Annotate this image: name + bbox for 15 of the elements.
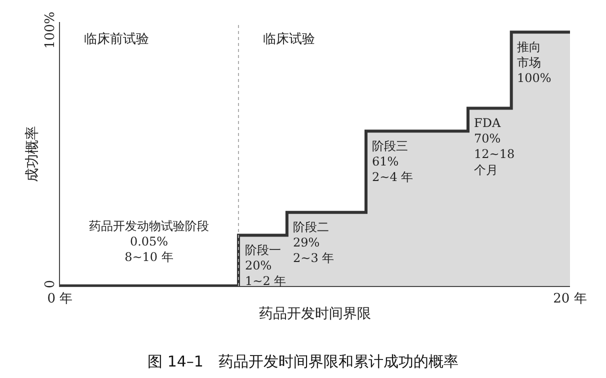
annotation: 阶段三 61% 2~4 年 (372, 139, 414, 184)
annotation: FDA 70% 12~18 个月 (474, 116, 515, 177)
annotation: 阶段一 20% 1~2 年 (245, 243, 286, 288)
ref-line-label: 临床试验 (263, 32, 315, 47)
y-tick-label: 0 (42, 280, 58, 288)
y-tick-label: 100% (42, 12, 58, 49)
x-tick-label: 0 年 (47, 292, 73, 307)
annotation: 推向市场 100% (517, 40, 552, 86)
annotation: 临床前试验 (84, 32, 149, 47)
y-axis-title: 成功概率 (24, 126, 40, 182)
text: 图 14–1 药品开发时间界限和累计成功的概率 (148, 352, 458, 371)
annotation: 药品开发动物试验阶段 0.05% 8~10 年 (89, 219, 209, 264)
x-tick-label: 20 年 (553, 292, 587, 307)
annotation: 阶段二 29% 2~3 年 (293, 220, 334, 266)
x-axis-title: 药品开发时间界限 (259, 306, 371, 322)
